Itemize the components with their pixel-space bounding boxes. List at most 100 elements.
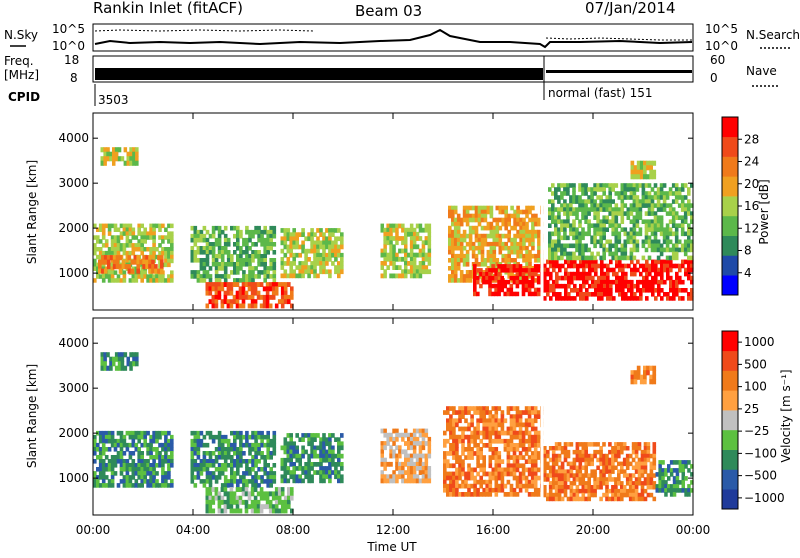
power-cell	[606, 288, 610, 293]
velocity-cell	[563, 473, 568, 478]
velocity-cell	[500, 426, 505, 432]
velocity-cell	[536, 410, 541, 415]
velocity-cell	[286, 457, 291, 463]
power-cell	[525, 225, 529, 231]
velocity-cell	[491, 447, 496, 452]
power-cell	[524, 275, 529, 281]
power-cell	[587, 223, 591, 228]
velocity-cell	[161, 471, 165, 476]
velocity-cell	[128, 442, 133, 448]
power-cell	[671, 183, 676, 188]
velocity-cell	[524, 467, 529, 473]
power-cell	[662, 231, 667, 237]
power-cell	[107, 247, 112, 252]
power-cell	[530, 268, 535, 273]
velocity-cell	[637, 477, 642, 482]
velocity-cell	[491, 430, 496, 436]
velocity-cell	[667, 484, 671, 489]
power-cell	[584, 243, 588, 249]
power-cell	[247, 286, 252, 292]
power-cell	[223, 262, 228, 267]
power-cell	[506, 287, 511, 293]
power-cell	[649, 169, 653, 175]
power-cell	[516, 253, 520, 259]
power-cell	[247, 303, 252, 309]
power-cell	[624, 279, 628, 285]
power-cell	[170, 223, 174, 229]
velocity-cell	[266, 430, 270, 436]
power-cell	[654, 263, 658, 269]
power-cell	[226, 262, 231, 267]
power-cell	[677, 215, 682, 220]
power-cell	[465, 270, 470, 275]
power-cell	[283, 232, 288, 237]
power-cell	[599, 239, 603, 245]
power-cell	[660, 279, 664, 285]
power-cell	[334, 244, 338, 250]
velocity-cell	[149, 483, 153, 488]
power-cell	[501, 233, 505, 239]
power-cell	[205, 270, 210, 275]
power-cell	[101, 227, 106, 232]
velocity-cell	[500, 414, 505, 419]
power-cell	[280, 299, 285, 305]
power-cell	[678, 263, 682, 269]
velocity-cell	[543, 488, 547, 494]
power-cell	[632, 235, 637, 241]
power-cell	[149, 235, 153, 240]
velocity-cell	[470, 451, 474, 456]
power-cell	[380, 248, 384, 254]
velocity-cell	[672, 488, 677, 493]
power-cell	[652, 160, 657, 166]
power-ytick-label: 3000	[58, 176, 89, 190]
power-cell	[131, 274, 136, 279]
velocity-cell	[581, 457, 586, 463]
power-cell	[648, 267, 652, 273]
power-cell	[480, 258, 485, 263]
velocity-cell	[100, 356, 104, 362]
power-cell	[602, 219, 606, 224]
velocity-cell	[482, 467, 486, 473]
velocity-cell	[242, 479, 246, 484]
velocity-cell	[313, 453, 317, 459]
power-cell	[635, 183, 640, 188]
velocity-cell	[167, 442, 171, 448]
velocity-cell	[634, 488, 639, 494]
power-cell	[161, 278, 165, 283]
power-cell	[112, 151, 116, 157]
power-cell	[687, 263, 691, 269]
power-cell	[103, 268, 108, 274]
power-cell	[129, 147, 133, 153]
power-cell	[233, 225, 237, 231]
power-cell	[98, 274, 103, 279]
power-cell	[680, 243, 685, 249]
power-cell	[606, 279, 610, 285]
velocity-cell	[134, 467, 139, 472]
power-cell	[566, 243, 570, 249]
velocity-cell	[113, 471, 118, 476]
velocity-cell	[584, 473, 588, 478]
power-cell	[272, 278, 277, 283]
power-cell	[202, 237, 207, 243]
velocity-cell	[110, 475, 115, 480]
power-cell	[680, 187, 685, 192]
velocity-cell	[248, 471, 252, 476]
power-cell	[211, 282, 216, 287]
velocity-cell	[452, 422, 456, 428]
power-cell	[271, 286, 276, 292]
velocity-cell	[479, 475, 483, 481]
velocity-cell	[605, 485, 609, 490]
velocity-cell	[455, 471, 459, 477]
velocity-cell	[263, 463, 267, 468]
velocity-cell	[214, 434, 219, 440]
velocity-cell	[563, 488, 568, 494]
power-cell	[606, 296, 610, 301]
velocity-cell	[331, 470, 335, 475]
velocity-cell	[527, 471, 532, 477]
power-cell	[121, 264, 126, 270]
power-cell	[602, 215, 606, 220]
velocity-cell	[608, 469, 612, 474]
power-cell	[389, 244, 393, 250]
velocity-cell	[473, 492, 477, 497]
power-cell	[614, 235, 619, 241]
